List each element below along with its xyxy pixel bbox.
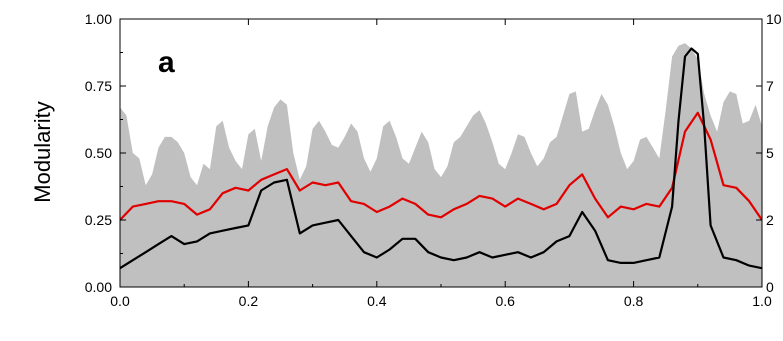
series-area-gray — [120, 43, 762, 287]
y-axis-title: Modularity — [30, 101, 55, 202]
x-tick-label: 0.0 — [110, 293, 130, 309]
x-tick-label: 0.8 — [624, 293, 644, 309]
series-line-black — [120, 47, 762, 270]
y-tick-label: 0.00 — [85, 279, 112, 295]
x-tick-label: 0.6 — [495, 293, 515, 309]
right-tick-label: 10 — [766, 11, 782, 27]
right-tick-label: 7 — [766, 78, 774, 94]
right-tick-label: 0 — [766, 279, 774, 295]
y-tick-label: 0.25 — [85, 212, 112, 228]
y-tick-label: 1.00 — [85, 11, 112, 27]
y-tick-label: 0.75 — [85, 78, 112, 94]
axes: 0.0 0.2 0.4 0.6 0.8 1.0 0.00 0 0.25 2 0.50 5 0.75 7 1.… — [85, 11, 782, 309]
x-tick-label: 0.4 — [367, 293, 387, 309]
right-tick-label: 5 — [766, 145, 774, 161]
y-tick-label: 0.50 — [85, 145, 112, 161]
series-line-red — [120, 111, 762, 221]
plot-content — [120, 43, 762, 287]
x-tick-label: 0.2 — [239, 293, 259, 309]
right-tick-label: 2 — [766, 212, 774, 228]
panel-label: a — [158, 46, 175, 79]
plot-area — [120, 43, 762, 287]
x-tick-label: 1.0 — [752, 293, 772, 309]
